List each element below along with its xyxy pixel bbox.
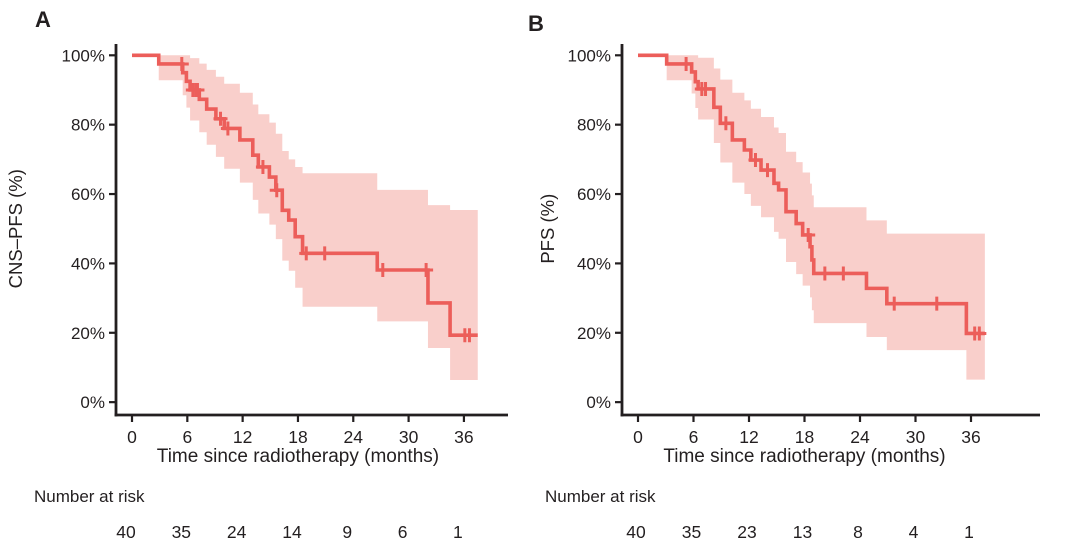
y-tick-label: 60% bbox=[577, 185, 611, 204]
censor-mark bbox=[299, 246, 314, 261]
censor-mark bbox=[760, 163, 775, 178]
x-tick-label: 6 bbox=[182, 427, 192, 447]
censor-mark bbox=[679, 56, 694, 71]
y-axis-title: PFS (%) bbox=[540, 194, 558, 264]
risk-count: 4 bbox=[909, 522, 919, 542]
y-axis-title: CNS–PFS (%) bbox=[5, 169, 26, 288]
x-tick-label: 36 bbox=[454, 427, 473, 447]
x-tick-label: 12 bbox=[233, 427, 252, 447]
y-tick-label: 60% bbox=[71, 185, 105, 204]
censor-mark bbox=[698, 81, 713, 96]
y-tick-label: 20% bbox=[577, 324, 611, 343]
number-at-risk-label: Number at risk bbox=[545, 487, 656, 506]
x-tick-label: 18 bbox=[288, 427, 307, 447]
x-tick-label: 0 bbox=[633, 427, 643, 447]
y-tick-label: 0% bbox=[80, 393, 105, 412]
x-tick-label: 30 bbox=[399, 427, 419, 447]
risk-count: 35 bbox=[682, 522, 701, 542]
x-tick-label: 18 bbox=[795, 427, 814, 447]
number-at-risk-label: Number at risk bbox=[34, 487, 145, 506]
risk-count: 9 bbox=[342, 522, 352, 542]
panel-b-label: B bbox=[528, 11, 544, 36]
risk-count: 8 bbox=[853, 522, 863, 542]
risk-count: 14 bbox=[282, 522, 302, 542]
risk-count: 13 bbox=[793, 522, 812, 542]
x-tick-label: 36 bbox=[961, 427, 980, 447]
censor-mark bbox=[317, 246, 332, 261]
y-tick-label: 20% bbox=[71, 324, 105, 343]
x-tick-label: 24 bbox=[850, 427, 870, 447]
risk-count: 24 bbox=[227, 522, 247, 542]
y-tick-label: 0% bbox=[586, 393, 611, 412]
x-tick-label: 24 bbox=[344, 427, 364, 447]
censor-mark bbox=[462, 328, 477, 343]
censor-mark bbox=[817, 266, 832, 281]
x-axis-title: Time since radiotherapy (months) bbox=[663, 446, 945, 467]
censor-mark bbox=[887, 296, 902, 311]
risk-count: 1 bbox=[453, 522, 463, 542]
censor-mark bbox=[801, 227, 816, 242]
censor-mark bbox=[190, 82, 205, 97]
risk-count: 40 bbox=[626, 522, 646, 542]
survival-curve-a bbox=[132, 53, 478, 338]
survival-curve-b bbox=[638, 53, 985, 336]
x-tick-label: 0 bbox=[127, 427, 137, 447]
censor-mark bbox=[174, 56, 189, 71]
censor-mark bbox=[419, 263, 434, 277]
x-tick-label: 30 bbox=[906, 427, 926, 447]
panel-a-label: A bbox=[35, 7, 51, 32]
censor-mark bbox=[269, 183, 284, 198]
confidence-band-b bbox=[666, 55, 985, 380]
x-axis-title: Time since radiotherapy (months) bbox=[157, 446, 439, 467]
censor-mark bbox=[220, 121, 235, 136]
y-tick-label: 40% bbox=[577, 254, 611, 273]
censor-mark bbox=[718, 116, 733, 131]
y-tick-label: 100% bbox=[62, 46, 105, 65]
censor-mark bbox=[375, 263, 390, 277]
censor-mark bbox=[929, 296, 944, 311]
x-tick-label: 12 bbox=[739, 427, 758, 447]
km-chart-cns-pfs: 0% 20% 40% 60% 80% 100% 0 6 12 18 24 30 36 CNS–PFS (%… bbox=[5, 44, 508, 542]
risk-count: 6 bbox=[398, 522, 408, 542]
y-tick-label: 40% bbox=[71, 254, 105, 273]
y-tick-label: 100% bbox=[568, 46, 611, 65]
censor-mark bbox=[836, 266, 851, 281]
y-tick-label: 80% bbox=[71, 116, 105, 135]
censor-mark bbox=[213, 111, 228, 126]
risk-count: 1 bbox=[964, 522, 974, 542]
risk-count: 35 bbox=[172, 522, 191, 542]
y-tick-label: 80% bbox=[577, 116, 611, 135]
censor-mark bbox=[972, 326, 987, 341]
censor-mark bbox=[748, 153, 763, 168]
risk-count: 40 bbox=[116, 522, 136, 542]
risk-count: 23 bbox=[737, 522, 756, 542]
censor-mark bbox=[255, 159, 270, 174]
x-tick-label: 6 bbox=[689, 427, 699, 447]
